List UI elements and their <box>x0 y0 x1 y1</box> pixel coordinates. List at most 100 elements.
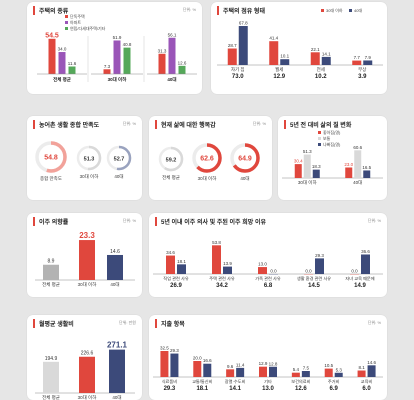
panel-occupancy: 주택의 점유 형태 30대 이하 40대 28.7 67.8 자기 집 73.0 41.4 1… <box>211 2 387 94</box>
category-label: 보건의료비 <box>291 378 310 385</box>
satisfaction-chart: 54.8 종합 만족도 51.3 30대 이하 52.7 40대 <box>35 141 132 182</box>
data-label: 11.6 <box>68 61 77 66</box>
category-label: 40대 <box>112 394 121 400</box>
bar <box>168 37 176 74</box>
donut-arc <box>158 146 184 172</box>
bar <box>43 264 59 280</box>
legend-swatch <box>65 27 68 30</box>
panel-happiness: 현재 삶에 대한 행복감 단위: % 59.2 전체 평균 62.6 30대 이하 64… <box>149 116 272 200</box>
total-label: 6.8 <box>264 283 273 289</box>
bar <box>354 150 362 178</box>
data-label: 10.1 <box>280 54 289 59</box>
total-label: 12.9 <box>273 74 285 80</box>
donut-arc <box>192 143 222 173</box>
bar <box>258 267 267 274</box>
data-label: 20.0 <box>193 356 202 361</box>
data-label: 51.9 <box>113 35 122 40</box>
unit-label: 단위: % <box>122 218 136 223</box>
bar <box>312 169 320 178</box>
legend-label: 40대 <box>354 7 362 13</box>
data-label: 29.3 <box>315 253 324 258</box>
data-label: 14.6 <box>110 249 120 255</box>
donut-arc <box>230 143 260 173</box>
unit-label: 단위: % <box>122 121 136 126</box>
bar <box>193 361 202 377</box>
category-label: 40대 <box>110 281 119 288</box>
donut-value: 64.9 <box>238 156 252 163</box>
data-label: 7.9 <box>365 55 372 60</box>
chart-title: 현재 삶에 대한 행복감 <box>155 120 216 129</box>
legend-swatch <box>65 21 68 24</box>
bar <box>324 368 333 377</box>
data-label: 12.8 <box>269 361 278 366</box>
total-label: 10.2 <box>315 74 327 80</box>
donut-value: 59.2 <box>166 158 177 164</box>
bar <box>367 365 376 377</box>
bar <box>352 60 362 65</box>
donut-label: 30대 이하 <box>198 175 218 182</box>
donut-value: 51.3 <box>84 157 95 163</box>
chart-title: 월평균 생활비 <box>33 319 74 328</box>
category-label: 무상 <box>358 66 366 73</box>
bar <box>68 66 76 74</box>
data-label: 16.5 <box>362 165 371 170</box>
chart-title: 이주 의향률 <box>33 217 68 226</box>
data-label: 8.1 <box>358 365 365 370</box>
bar <box>166 255 175 274</box>
unit-label: 단위: % <box>252 121 266 126</box>
data-label: 14.1 <box>322 51 331 56</box>
category-label: 30대 이하 <box>78 394 98 400</box>
data-label: 31.3 <box>158 48 167 53</box>
legend-label: 30대 이하 <box>326 7 343 13</box>
chart-title: 5년 전 대비 삶의 질 변화 <box>284 120 351 129</box>
category-label: 주거비 <box>328 378 340 385</box>
bar <box>301 371 310 377</box>
migration-intent-chart: 8.9 전체 평균 23.3 30대 이하 14.6 40대 <box>35 231 135 288</box>
bar <box>58 52 66 74</box>
category-label: 40대 <box>167 76 176 83</box>
unit-label: 단위: % <box>367 320 381 325</box>
legend-swatch <box>318 131 321 134</box>
bar <box>123 47 131 74</box>
bar <box>160 351 169 377</box>
data-label: 12.6 <box>178 60 187 65</box>
data-label: 56.1 <box>168 32 177 37</box>
data-label: 23.3 <box>79 231 95 240</box>
chart-title: 지출 항목 <box>155 319 185 328</box>
donut-label: 30대 이하 <box>80 173 100 180</box>
data-label: 14.6 <box>367 360 376 365</box>
bar <box>269 366 277 377</box>
category-label: 가족 관련 사유 <box>255 275 281 282</box>
bar <box>310 52 320 65</box>
data-label: 54.5 <box>45 32 59 39</box>
bar <box>269 41 279 65</box>
bar <box>158 53 166 74</box>
total-label: 12.6 <box>295 386 307 392</box>
category-label: 자기 집 <box>231 66 245 73</box>
bar <box>203 363 212 377</box>
category-label: 40대 <box>353 179 362 186</box>
bar <box>259 366 267 377</box>
bar <box>107 254 123 280</box>
data-label: 29.3 <box>170 348 179 353</box>
legend-swatch <box>65 15 68 18</box>
panel-monthly-spend: 월평균 생활비 단위: 만원 194.9 전체 평균 226.6 30대 이하 271.… <box>27 315 142 400</box>
total-label: 26.9 <box>170 283 182 289</box>
donut-label: 40대 <box>240 175 249 182</box>
total-label: 73.0 <box>232 74 244 80</box>
bar <box>103 69 111 74</box>
bar <box>363 60 373 65</box>
data-label: 11.4 <box>236 362 245 367</box>
category-label: 광열·수도비 <box>225 378 246 385</box>
panel-satisfaction: 농어촌 생활 종합 만족도 단위: % 54.8 종합 만족도 51.3 30대 이하… <box>27 116 142 200</box>
total-label: 18.1 <box>196 386 208 392</box>
legend-label: 나빠짐(명) <box>323 141 341 147</box>
data-label: 53.8 <box>212 240 221 245</box>
bar <box>236 367 245 377</box>
bar <box>109 349 125 393</box>
donut-label: 종합 만족도 <box>40 175 62 182</box>
unit-label: 단위: % <box>367 218 381 223</box>
category-label: 전체 평균 <box>53 76 71 83</box>
